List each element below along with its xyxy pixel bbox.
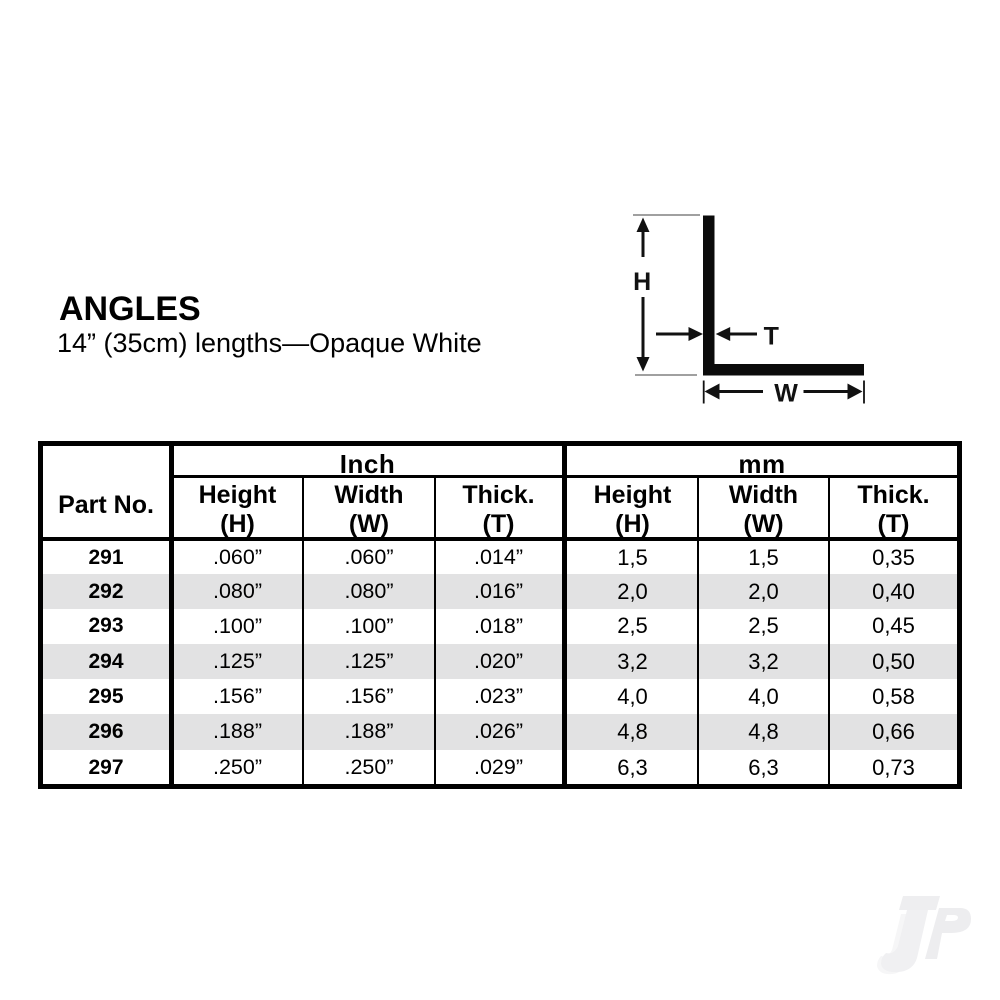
svg-text:H: H bbox=[633, 268, 651, 296]
svg-text:W: W bbox=[774, 380, 798, 408]
svg-text:T: T bbox=[764, 323, 779, 351]
